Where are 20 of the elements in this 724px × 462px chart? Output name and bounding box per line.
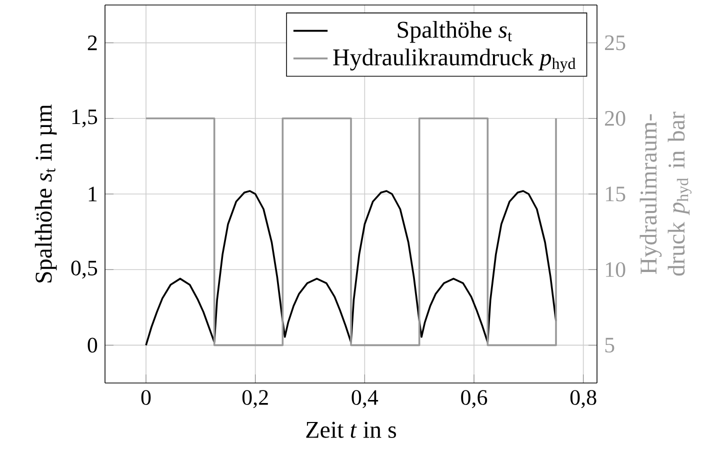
y-tick-label: 0,5 xyxy=(71,260,98,279)
legend-label: Hydraulikraumdruck p$_{hyd}$ xyxy=(333,48,576,72)
y-tick-label: 1,5 xyxy=(72,109,98,128)
x-axis-title: Zeit t in s xyxy=(306,422,396,438)
y2-tick-label: 10 xyxy=(606,262,626,278)
text: Spalthöhe s$_{t}$ xyxy=(398,20,512,43)
line-series xyxy=(145,190,557,346)
x-tick-label: 0 xyxy=(141,390,151,405)
x-tick-label: 0,6 xyxy=(461,390,488,408)
y-axis-title: Spalthöhe s$_{t}$ in µm xyxy=(34,104,57,282)
x-tick-label: 0,4 xyxy=(352,390,378,408)
x-tick-label: 0,2 xyxy=(242,390,268,408)
y-tick-label: 2 xyxy=(88,36,97,50)
y2-tick-label: 20 xyxy=(605,110,626,126)
y-tick-label: 1 xyxy=(88,186,97,202)
y2-tick-label: 5 xyxy=(605,338,614,353)
y-tick-label: 0 xyxy=(88,338,98,353)
x-tick-label: 0,8 xyxy=(570,390,596,408)
y2-tick-label: 25 xyxy=(605,35,626,50)
y2-tick-label: 15 xyxy=(606,186,626,202)
